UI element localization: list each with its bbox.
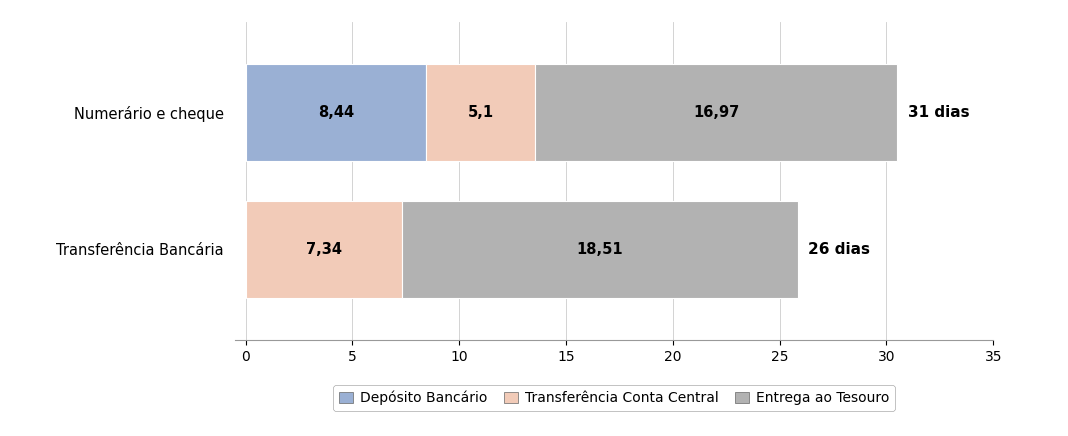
Bar: [246, 64, 426, 161]
Text: 8,44: 8,44: [317, 105, 354, 120]
Text: 5,1: 5,1: [468, 105, 493, 120]
Text: 31 dias: 31 dias: [908, 105, 970, 120]
Text: 26 dias: 26 dias: [808, 242, 870, 257]
Legend: Depósito Bancário, Transferência Conta Central, Entrega ao Tesouro: Depósito Bancário, Transferência Conta C…: [333, 385, 895, 411]
Bar: [403, 201, 798, 298]
Text: 18,51: 18,51: [577, 242, 624, 257]
Bar: [535, 64, 897, 161]
Text: 16,97: 16,97: [693, 105, 739, 120]
Text: 7,34: 7,34: [307, 242, 342, 257]
Bar: [426, 64, 535, 161]
Bar: [246, 201, 403, 298]
